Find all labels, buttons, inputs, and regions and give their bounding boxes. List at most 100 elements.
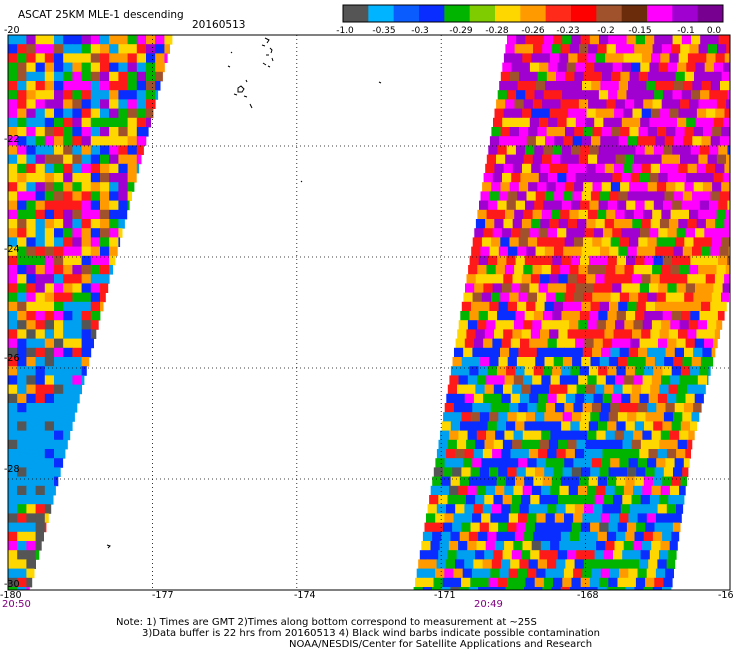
heatmap-cell <box>699 145 710 155</box>
heatmap-cell <box>560 587 571 591</box>
heatmap-cell <box>557 228 567 238</box>
heatmap-cell <box>566 117 577 128</box>
heatmap-cell <box>100 209 110 220</box>
heatmap-cell <box>90 246 101 257</box>
heatmap-cell <box>527 458 537 468</box>
heatmap-cell <box>35 504 46 514</box>
heatmap-cell <box>626 90 637 100</box>
heatmap-cell <box>613 495 623 505</box>
heatmap-cell <box>522 430 533 441</box>
heatmap-cell <box>714 329 720 339</box>
heatmap-cell <box>644 366 654 376</box>
heatmap-cell <box>662 311 673 321</box>
heatmap-cell <box>661 265 671 275</box>
heatmap-cell <box>563 568 574 579</box>
heatmap-cell <box>72 292 82 303</box>
heatmap-cell <box>721 127 731 137</box>
heatmap-cell <box>35 375 46 385</box>
heatmap-cell <box>695 173 705 183</box>
heatmap-cell <box>574 449 585 459</box>
heatmap-cell <box>693 237 704 247</box>
heatmap-cell <box>689 99 699 109</box>
heatmap-cell <box>557 495 568 505</box>
heatmap-cell <box>636 522 646 533</box>
heatmap-cell <box>644 145 655 155</box>
heatmap-cell <box>550 265 561 275</box>
heatmap-cell <box>598 90 609 100</box>
heatmap-cell <box>571 145 581 155</box>
heatmap-cell <box>645 35 655 45</box>
heatmap-cell <box>552 366 562 376</box>
heatmap-cell <box>63 154 73 165</box>
heatmap-cell <box>573 347 584 358</box>
heatmap-cell <box>26 541 36 551</box>
heatmap-cell <box>127 117 138 128</box>
heatmap-cell <box>663 467 674 477</box>
heatmap-cell <box>471 301 481 312</box>
heatmap-cell <box>63 375 73 385</box>
heatmap-cell <box>682 412 692 422</box>
heatmap-cell <box>489 357 499 367</box>
heatmap-cell <box>582 568 592 579</box>
heatmap-cell <box>54 311 64 321</box>
heatmap-cell <box>81 228 92 238</box>
heatmap-cell <box>616 587 626 591</box>
heatmap-cell <box>533 476 543 487</box>
y-tick-label: -30 <box>4 579 20 590</box>
heatmap-cell <box>634 366 645 376</box>
heatmap-cell <box>585 62 595 73</box>
heatmap-cell <box>626 522 637 533</box>
heatmap-cell <box>634 44 644 54</box>
heatmap-cell <box>72 255 82 266</box>
heatmap-cell <box>574 559 585 569</box>
heatmap-cell <box>584 393 594 404</box>
heatmap-cell <box>608 577 618 588</box>
heatmap-cell <box>483 338 493 349</box>
heatmap-cell <box>531 541 542 551</box>
heatmap-cell <box>649 495 660 505</box>
heatmap-cell <box>54 99 64 109</box>
heatmap-cell <box>569 265 579 275</box>
heatmap-cell <box>54 265 64 275</box>
heatmap-cell <box>469 476 479 487</box>
heatmap-cell <box>8 403 18 413</box>
heatmap-cell <box>155 35 165 45</box>
heatmap-cell <box>576 274 587 284</box>
heatmap-cell <box>719 136 730 146</box>
heatmap-cell <box>491 237 501 247</box>
heatmap-cell <box>528 504 539 514</box>
heatmap-cell <box>529 338 539 349</box>
color-scale-swatch <box>495 5 521 22</box>
heatmap-cell <box>632 53 643 63</box>
heatmap-cell <box>560 209 570 220</box>
heatmap-cell <box>503 108 514 119</box>
heatmap-cell <box>656 182 667 192</box>
heatmap-cell <box>559 541 569 551</box>
heatmap-cell <box>473 504 484 514</box>
heatmap-cell <box>680 421 691 431</box>
heatmap-cell <box>602 449 613 459</box>
heatmap-cell <box>682 467 689 477</box>
heatmap-cell <box>26 219 36 229</box>
heatmap-cell <box>673 467 683 477</box>
heatmap-cell <box>63 99 73 109</box>
heatmap-cell <box>639 559 649 569</box>
heatmap-cell <box>17 246 27 257</box>
heatmap-cell <box>499 568 510 579</box>
heatmap-cell <box>489 301 499 312</box>
y-tick-label: -22 <box>4 134 20 145</box>
heatmap-cell <box>622 274 633 284</box>
heatmap-cell <box>645 577 655 588</box>
heatmap-cell <box>624 320 634 330</box>
heatmap-cell <box>616 366 627 376</box>
heatmap-cell <box>696 219 707 229</box>
heatmap-cell <box>17 62 27 73</box>
heatmap-cell <box>35 71 46 82</box>
heatmap-cell <box>516 90 526 100</box>
heatmap-cell <box>44 173 55 183</box>
heatmap-cell <box>44 117 55 128</box>
heatmap-cell <box>8 301 18 312</box>
heatmap-cell <box>570 587 580 591</box>
heatmap-cell <box>63 301 73 312</box>
heatmap-cell <box>482 182 492 192</box>
